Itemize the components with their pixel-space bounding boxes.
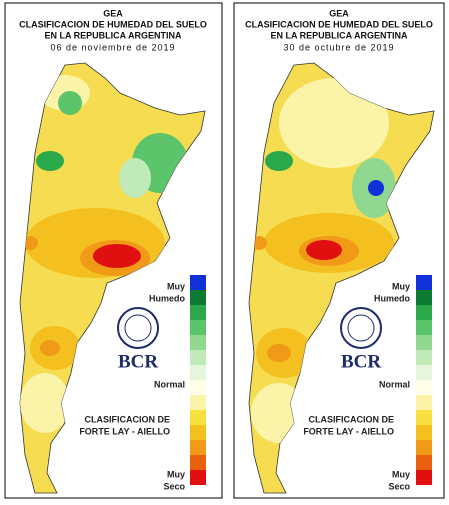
logo-text: BCR bbox=[118, 351, 158, 372]
legend-label: Muy bbox=[392, 469, 410, 479]
classification: FORTE LAY - AIELLO bbox=[79, 426, 170, 436]
legend-scale bbox=[190, 275, 206, 485]
header-line: CLASIFICACION DE HUMEDAD DEL SUELO bbox=[245, 19, 433, 29]
header-line: EN LA REPUBLICA ARGENTINA bbox=[45, 30, 183, 40]
legend-label: Humedo bbox=[374, 293, 411, 303]
logo: BCR bbox=[340, 307, 382, 372]
legend-label: Muy bbox=[392, 281, 410, 291]
classification: FORTE LAY - AIELLO bbox=[303, 426, 394, 436]
header-line: GEA bbox=[329, 8, 349, 18]
legend-label: Normal bbox=[154, 379, 185, 389]
legend-scale bbox=[416, 275, 432, 485]
legend-label: Seco bbox=[388, 481, 410, 491]
legend-label: Humedo bbox=[149, 293, 186, 303]
header-line: EN LA REPUBLICA ARGENTINA bbox=[271, 30, 409, 40]
logo-text: BCR bbox=[341, 351, 381, 372]
classification: CLASIFICACION DE bbox=[85, 414, 171, 424]
legend-label: Muy bbox=[167, 469, 185, 479]
legend-label: Muy bbox=[167, 281, 185, 291]
date: 06 de noviembre de 2019 bbox=[50, 42, 175, 52]
panel: GEA CLASIFICACION DE HUMEDAD DEL SUELO E… bbox=[4, 2, 223, 499]
legend-label: Seco bbox=[163, 481, 185, 491]
header-line: CLASIFICACION DE HUMEDAD DEL SUELO bbox=[19, 19, 207, 29]
panel: GEA CLASIFICACION DE HUMEDAD DEL SUELO E… bbox=[233, 2, 445, 499]
header-line: GEA bbox=[103, 8, 123, 18]
soil-moisture-map bbox=[248, 62, 435, 494]
soil-moisture-map bbox=[19, 62, 206, 494]
date: 30 de octubre de 2019 bbox=[283, 42, 394, 52]
legend-label: Normal bbox=[379, 379, 410, 389]
classification: CLASIFICACION DE bbox=[309, 414, 395, 424]
logo: BCR bbox=[117, 307, 159, 372]
